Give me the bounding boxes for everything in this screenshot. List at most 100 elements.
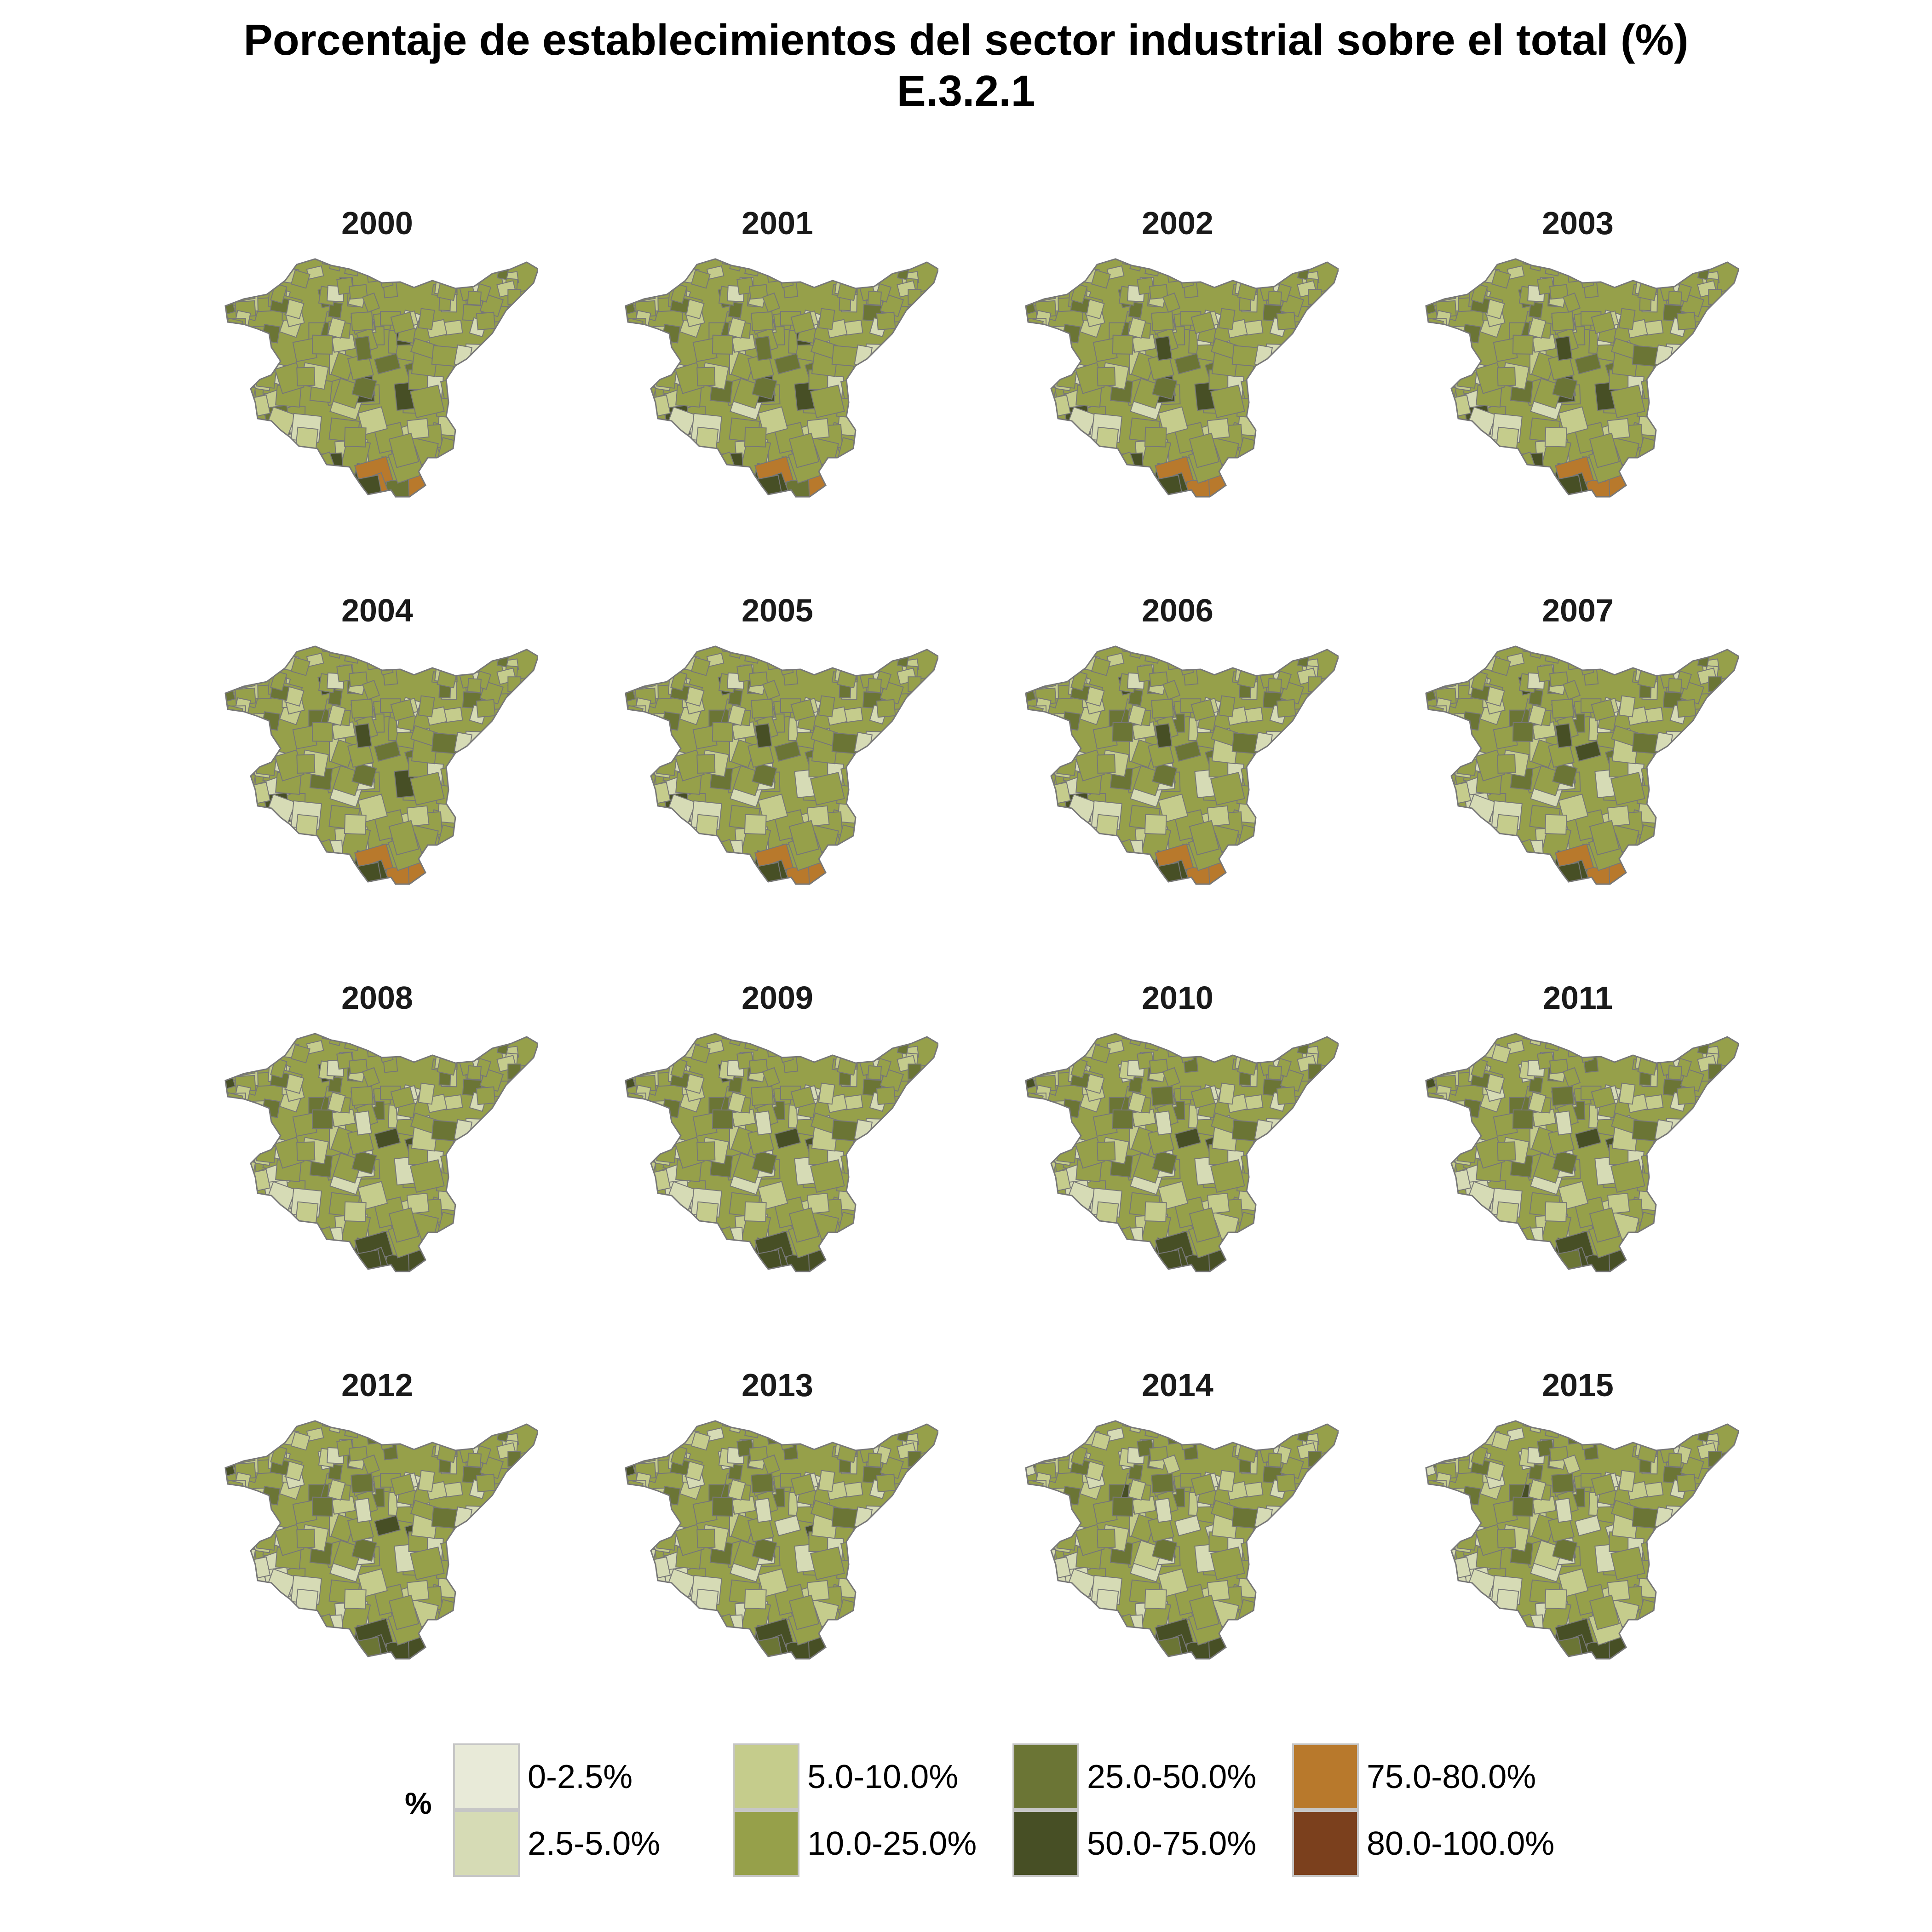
municipality-cell <box>1650 1044 1663 1060</box>
municipality-cell <box>1442 420 1477 450</box>
municipality-cell <box>506 305 526 328</box>
municipality-cell <box>646 448 674 475</box>
municipality-cell <box>1729 285 1739 300</box>
municipality-cell <box>468 1624 496 1654</box>
municipality-cell <box>1442 1195 1477 1225</box>
municipality-cell <box>328 1463 343 1481</box>
municipality-cell <box>1293 1034 1305 1042</box>
municipality-cell <box>1161 646 1175 648</box>
municipality-cell <box>438 1638 470 1659</box>
municipality-cell <box>1190 699 1215 722</box>
municipality-cell <box>1426 1143 1450 1175</box>
municipality-cell <box>496 344 523 366</box>
map-panel-2009: 2009 <box>580 979 975 1347</box>
municipality-cell <box>626 656 638 669</box>
municipality-cell <box>1295 1110 1322 1138</box>
municipality-cell <box>862 1034 877 1037</box>
municipality-cell <box>1041 1611 1084 1652</box>
panel-year-label: 2011 <box>1543 980 1613 1016</box>
municipality-cell <box>1026 350 1036 372</box>
municipality-cell <box>909 1549 938 1576</box>
panel-year-label: 2007 <box>1542 592 1614 628</box>
municipality-cell <box>849 470 883 497</box>
municipality-cell <box>1268 1624 1297 1654</box>
municipality-cell <box>632 384 656 414</box>
municipality-cell <box>1456 817 1481 848</box>
municipality-cell <box>1246 1421 1262 1438</box>
municipality-cell <box>831 345 858 367</box>
municipality-cell <box>626 369 652 397</box>
municipality-cell <box>353 862 384 884</box>
municipality-cell <box>1149 671 1168 687</box>
municipality-cell <box>351 375 377 400</box>
municipality-cell <box>1718 694 1735 709</box>
municipality-cell <box>1614 1034 1627 1045</box>
municipality-cell <box>1058 1608 1092 1639</box>
municipality-cell <box>831 1507 858 1529</box>
region-outline <box>224 1033 538 1272</box>
municipality-cell <box>1258 1248 1291 1271</box>
municipality-cell <box>1316 736 1339 758</box>
map-panel-2002: 2002 <box>980 205 1375 573</box>
municipality-cell <box>1026 1196 1049 1233</box>
municipality-cell <box>1683 1124 1706 1149</box>
municipality-cell <box>241 830 274 862</box>
municipality-cell <box>1512 334 1534 355</box>
municipality-cell <box>1426 259 1438 264</box>
municipality-cell <box>390 699 415 722</box>
municipality-cell <box>228 719 247 741</box>
municipality-cell <box>1697 653 1710 667</box>
municipality-cell <box>1428 719 1447 741</box>
municipality-cell <box>225 1186 258 1218</box>
municipality-cell <box>448 1245 483 1271</box>
municipality-cell <box>1042 1421 1054 1425</box>
municipality-cell <box>845 1034 862 1051</box>
municipality-cell <box>694 814 719 847</box>
municipality-cell <box>1283 801 1316 825</box>
municipality-cell <box>1313 1469 1334 1494</box>
municipality-cell <box>1249 1421 1267 1433</box>
municipality-cell <box>1676 1527 1703 1548</box>
municipality-cell <box>1039 474 1075 497</box>
municipality-cell <box>1477 1421 1489 1428</box>
municipality-cell <box>1720 1153 1739 1178</box>
municipality-cell <box>818 1082 835 1105</box>
municipality-cell <box>1446 466 1482 497</box>
municipality-cell <box>1269 1151 1302 1183</box>
municipality-cell <box>1302 720 1327 738</box>
municipality-cell <box>281 1034 292 1046</box>
municipality-cell <box>902 1495 927 1512</box>
municipality-cell <box>1032 466 1065 497</box>
municipality-cell <box>225 828 251 869</box>
municipality-cell <box>1077 646 1089 653</box>
municipality-cell <box>1426 728 1448 746</box>
municipality-cell <box>475 365 502 386</box>
municipality-cell <box>1069 1609 1094 1640</box>
municipality-cell <box>276 1034 289 1041</box>
municipality-cell <box>692 1248 724 1271</box>
municipality-cell <box>1278 1143 1306 1176</box>
municipality-cell <box>1207 1421 1220 1436</box>
municipality-cell <box>391 1034 405 1041</box>
municipality-cell <box>1320 1153 1339 1178</box>
municipality-cell <box>1276 311 1296 331</box>
municipality-cell <box>1155 723 1173 748</box>
municipality-cell <box>753 862 784 884</box>
municipality-cell <box>328 689 343 706</box>
municipality-cell <box>656 430 680 460</box>
municipality-cell <box>1464 659 1479 674</box>
municipality-cell <box>1464 1433 1479 1449</box>
municipality-cell <box>1697 266 1710 280</box>
municipality-cell <box>642 259 654 263</box>
municipality-cell <box>628 1106 647 1128</box>
municipality-cell <box>1276 753 1303 774</box>
municipality-cell <box>1026 1583 1055 1609</box>
municipality-cell <box>883 350 906 374</box>
municipality-cell <box>694 426 719 460</box>
municipality-cell <box>626 1530 650 1563</box>
municipality-cell <box>744 1421 761 1438</box>
municipality-cell <box>1497 1529 1516 1548</box>
municipality-cell <box>1459 446 1492 477</box>
municipality-cell <box>1249 1034 1267 1046</box>
municipality-cell <box>1046 1240 1082 1271</box>
